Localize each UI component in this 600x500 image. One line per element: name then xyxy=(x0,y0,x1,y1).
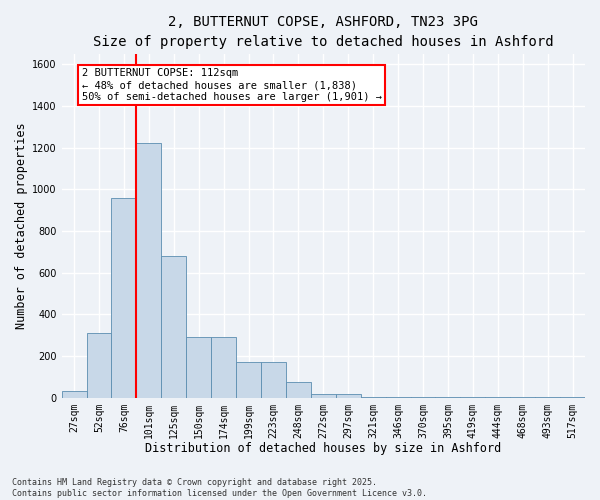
Bar xyxy=(336,394,361,398)
Bar xyxy=(286,382,311,398)
Y-axis label: Number of detached properties: Number of detached properties xyxy=(15,122,28,329)
Bar xyxy=(261,362,286,398)
Bar xyxy=(386,396,410,398)
Bar xyxy=(236,362,261,398)
Text: Contains HM Land Registry data © Crown copyright and database right 2025.
Contai: Contains HM Land Registry data © Crown c… xyxy=(12,478,427,498)
Bar xyxy=(136,144,161,398)
Bar xyxy=(361,396,386,398)
Bar xyxy=(186,338,211,398)
Bar xyxy=(485,396,510,398)
Text: 2 BUTTERNUT COPSE: 112sqm
← 48% of detached houses are smaller (1,838)
50% of se: 2 BUTTERNUT COPSE: 112sqm ← 48% of detac… xyxy=(82,68,382,102)
Bar xyxy=(161,256,186,398)
Bar xyxy=(436,397,460,398)
Bar xyxy=(112,198,136,398)
Bar xyxy=(211,338,236,398)
Bar xyxy=(62,392,86,398)
Title: 2, BUTTERNUT COPSE, ASHFORD, TN23 3PG
Size of property relative to detached hous: 2, BUTTERNUT COPSE, ASHFORD, TN23 3PG Si… xyxy=(93,15,554,48)
Bar xyxy=(560,396,585,398)
Bar xyxy=(86,333,112,398)
Bar xyxy=(311,394,336,398)
Bar xyxy=(410,397,436,398)
X-axis label: Distribution of detached houses by size in Ashford: Distribution of detached houses by size … xyxy=(145,442,502,455)
